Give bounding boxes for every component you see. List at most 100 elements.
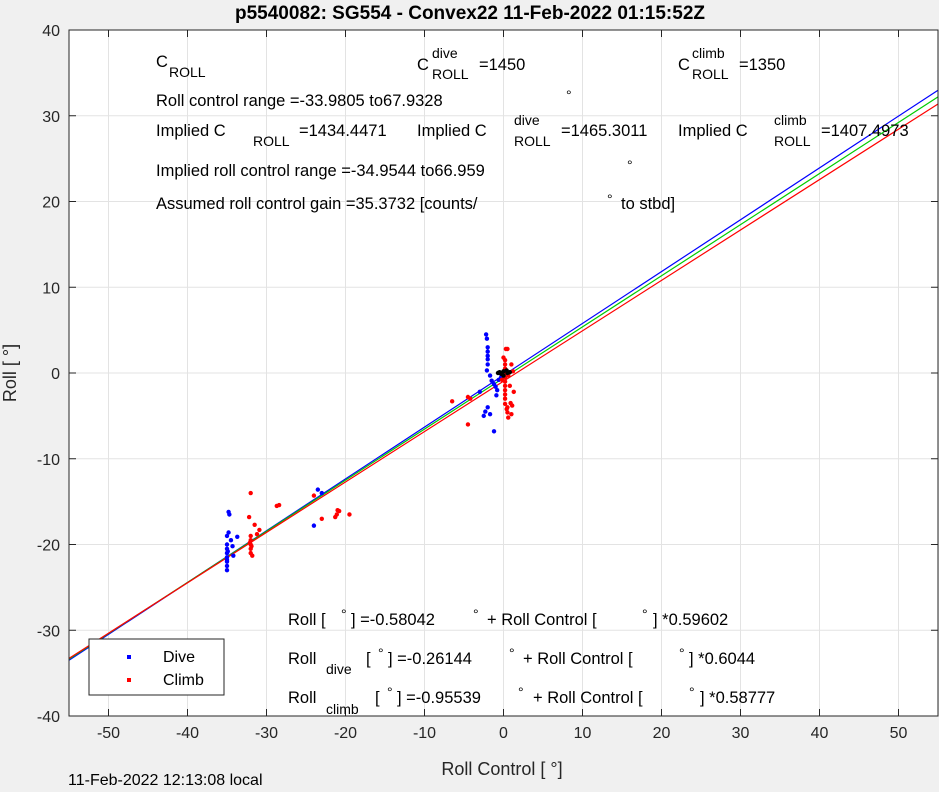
data-point <box>250 553 255 558</box>
data-point <box>502 387 508 393</box>
data-point <box>248 490 253 496</box>
svg-text:ROLL: ROLL <box>774 133 811 149</box>
implied-c-roll-label: Implied C ROLL =1434.4471 <box>156 122 387 149</box>
svg-text:ROLL: ROLL <box>253 133 290 149</box>
c-roll-dive-label: C dive ROLL =1450 <box>417 45 525 82</box>
range-degree-symbol: ° <box>566 87 572 103</box>
data-point <box>485 349 490 354</box>
data-point <box>502 383 508 389</box>
data-point <box>487 411 493 417</box>
svg-text:climb: climb <box>326 701 359 717</box>
gain-suffix: to stbd] <box>621 195 675 213</box>
c-roll-climb-label: C climb ROLL =1350 <box>678 45 785 82</box>
x-tick-label: 50 <box>890 725 908 742</box>
data-point <box>493 384 498 389</box>
legend-dive-marker <box>127 655 131 659</box>
data-point <box>477 389 482 395</box>
svg-text:C: C <box>417 56 429 74</box>
svg-text:ROLL: ROLL <box>514 133 551 149</box>
legend-climb-marker <box>127 678 131 682</box>
svg-text:] *0.58777: ] *0.58777 <box>700 689 775 707</box>
y-tick-label: -40 <box>37 709 60 726</box>
y-tick-label: -20 <box>37 538 60 555</box>
data-point <box>509 411 514 417</box>
x-tick-label: -10 <box>413 725 436 742</box>
data-point <box>494 393 499 398</box>
data-point <box>248 533 253 539</box>
data-point <box>247 540 253 545</box>
svg-text:°: ° <box>378 645 384 661</box>
svg-text:Implied C: Implied C <box>678 122 748 140</box>
data-point <box>505 410 510 415</box>
data-point <box>506 415 511 420</box>
svg-text:°: ° <box>679 645 685 661</box>
data-point <box>224 568 230 573</box>
svg-text:°: ° <box>518 684 524 700</box>
c-roll-label: C ROLL <box>156 53 206 80</box>
data-point <box>465 422 471 427</box>
legend-dive-label: Dive <box>163 649 195 666</box>
svg-text:+ Roll Control [: + Roll Control [ <box>523 650 633 668</box>
data-point <box>507 369 513 375</box>
y-tick-label: -30 <box>37 623 60 640</box>
data-point <box>499 377 505 383</box>
data-point <box>502 357 508 363</box>
data-point <box>509 403 515 408</box>
svg-text:] *0.59602: ] *0.59602 <box>653 611 728 629</box>
svg-text:+ Roll Control [: + Roll Control [ <box>533 689 643 707</box>
svg-text:] *0.6044: ] *0.6044 <box>689 650 755 668</box>
data-point <box>507 383 513 389</box>
y-tick-label: 20 <box>42 195 60 212</box>
x-tick-label: 10 <box>574 725 592 742</box>
data-point <box>489 378 494 383</box>
data-point <box>228 538 234 543</box>
svg-text:°: ° <box>341 606 347 622</box>
legend: Dive Climb <box>88 638 225 696</box>
svg-text:Implied C: Implied C <box>156 122 226 140</box>
svg-text:ROLL: ROLL <box>432 66 469 82</box>
data-point <box>224 542 230 547</box>
svg-text:[: [ <box>366 650 371 668</box>
fit-equation-climb: Roll climb [ ° ] =-0.95539 ° + Roll Cont… <box>288 684 775 717</box>
data-point <box>336 508 342 514</box>
x-tick-label: -20 <box>334 725 357 742</box>
svg-text:] =-0.26144: ] =-0.26144 <box>388 650 472 668</box>
data-point <box>487 373 493 378</box>
data-point <box>502 362 508 367</box>
x-tick-label: 40 <box>811 725 829 742</box>
y-tick-label: 30 <box>42 109 60 126</box>
svg-text:] =-0.58042: ] =-0.58042 <box>351 611 435 629</box>
data-point <box>311 493 317 498</box>
data-point <box>319 490 324 496</box>
x-tick-label: 30 <box>732 725 750 742</box>
y-tick-label: 10 <box>42 280 60 297</box>
svg-text:Implied C: Implied C <box>417 122 487 140</box>
scatter-points <box>224 332 516 573</box>
data-point <box>485 353 490 359</box>
svg-text:Roll: Roll <box>288 650 316 668</box>
data-point <box>485 362 490 367</box>
x-tick-label: -50 <box>97 725 120 742</box>
svg-text:°: ° <box>473 606 479 622</box>
x-tick-label: 0 <box>499 725 508 742</box>
svg-text:=1434.4471: =1434.4471 <box>299 122 387 140</box>
svg-text:C: C <box>678 56 690 74</box>
data-point <box>502 396 508 401</box>
svg-text:=1350: =1350 <box>739 56 785 74</box>
svg-text:=1465.3011: =1465.3011 <box>561 122 647 140</box>
svg-text:+ Roll Control [: + Roll Control [ <box>487 611 597 629</box>
svg-text:climb: climb <box>692 45 725 61</box>
data-point <box>225 549 230 554</box>
x-axis-label: Roll Control [ °] <box>441 759 562 779</box>
axis-ticks: -50 -40 -30 -20 -10 0 10 20 30 40 50 -40 -30 -20 -10 0 1… <box>37 23 938 742</box>
data-point <box>226 509 231 515</box>
data-point <box>484 368 490 373</box>
data-point <box>505 346 510 352</box>
data-point <box>230 544 235 549</box>
x-tick-label: -30 <box>255 725 278 742</box>
data-point <box>485 345 490 350</box>
data-point <box>224 563 230 569</box>
implied-range-degree-symbol: ° <box>627 157 633 173</box>
implied-range-text: Implied roll control range =-34.9544 to6… <box>156 162 485 180</box>
data-point <box>224 557 230 563</box>
